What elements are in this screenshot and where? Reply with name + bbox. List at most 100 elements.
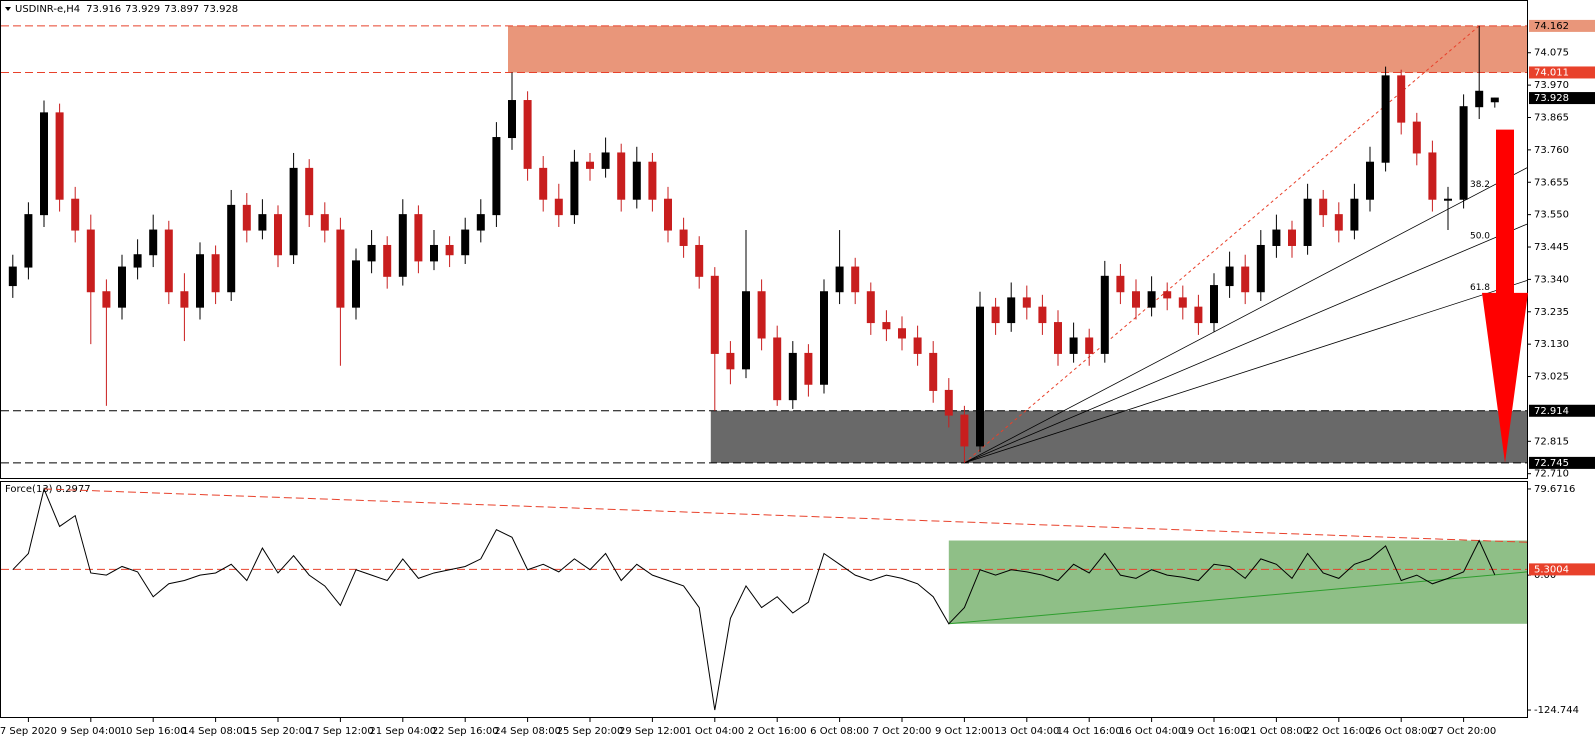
x-tick-label: 9 Oct 12:00 [935,726,994,737]
candle-body [164,229,173,293]
candle-body [1334,214,1343,231]
candle-body [539,167,548,200]
candle-body [180,291,189,308]
header-close: 73.928 [203,4,238,15]
candle-body [211,254,220,293]
indicator-zone [948,540,1527,624]
x-tick-label: 2 Oct 16:00 [748,726,807,737]
y-tick-label: 73.970 [1534,80,1569,91]
price-tag-label: 5.3004 [1534,564,1569,575]
symbol: USDINR-e,H4 [15,4,80,15]
x-tick-label: 19 Oct 16:00 [1181,726,1246,737]
price-tag [1529,456,1595,469]
price-tag [1529,404,1595,417]
fib-label: 50.0 [1470,232,1490,242]
menu-triangle[interactable] [5,7,11,11]
candle-body [1319,198,1328,216]
price-tag-label: 72.914 [1534,406,1569,417]
candle-body [664,198,672,231]
candle-body [1210,285,1218,324]
candle-body [882,322,891,330]
y-tick-label: 73.130 [1534,339,1569,350]
candle-body [742,291,750,370]
candle-body [430,244,438,262]
candle-body [1428,152,1437,200]
x-tick-label: 7 Oct 20:00 [873,726,932,737]
candle-body [274,214,282,256]
x-tick-label: 21 Oct 08:00 [1244,726,1309,737]
x-tick-label: 25 Sep 20:00 [557,726,624,737]
candle-body [632,161,641,200]
fib-fan-line [964,223,1528,464]
candle-body [1038,306,1047,324]
x-tick-label: 16 Oct 04:00 [1119,726,1184,737]
x-tick-label: 26 Oct 08:00 [1369,726,1434,737]
candle-body [196,254,204,308]
candle-body [1381,75,1390,163]
candle-body [383,244,392,277]
candle-body [898,328,906,339]
price-tag [1529,563,1595,576]
candle-body [305,167,314,216]
candle-body [1350,198,1359,231]
fib-fan-line [964,167,1528,464]
x-tick-label: 27 Oct 20:00 [1431,726,1496,737]
header-open: 73.916 [86,4,121,15]
candle-body [523,100,532,169]
resistance-trend [43,488,1528,543]
x-tick-label: 14 Oct 16:00 [1057,726,1122,737]
price-tag-label: 74.011 [1534,67,1569,78]
y-tick-label: 73.550 [1534,210,1569,221]
candle-body [1490,97,1499,103]
x-tick-label: 17 Sep 12:00 [307,726,374,737]
candle-body [851,266,860,293]
y-tick-label: 72.710 [1534,469,1569,480]
candle-body [1241,266,1250,293]
candle-body [1412,121,1421,154]
fib-label: 38.2 [1470,180,1490,190]
price-tag [1529,19,1595,32]
candle-body [336,229,345,308]
candle-body [554,198,563,216]
x-tick-label: 22 Oct 16:00 [1306,726,1371,737]
candle-body [445,244,454,256]
candle-body [804,352,813,385]
y-tick-label: 79.6716 [1534,484,1575,495]
candle-body [476,214,485,231]
candle-body [367,244,376,262]
candle-body [820,291,828,385]
candle-body [773,337,782,401]
candle-body [258,214,267,231]
x-tick-label: 6 Oct 08:00 [810,726,869,737]
candle-body [227,204,236,293]
candle-body [133,254,142,268]
fib-label: 61.8 [1470,283,1490,293]
y-tick-label: 72.815 [1534,436,1569,447]
candle-body [929,352,938,391]
candle-body [1288,229,1296,246]
candle-body [71,198,80,231]
candle-body [242,204,251,231]
price-tag-label: 72.745 [1534,458,1569,469]
candle-body [118,266,126,308]
fib-baseline [964,25,1480,464]
force-panel-frame [0,481,1528,718]
candle-body [695,244,704,277]
candle-body [913,337,922,354]
candle-body [726,352,735,370]
candle-body [1178,297,1187,308]
chart-header: USDINR-e,H4 73.916 73.929 73.897 73.928 [15,4,238,15]
candle-body [55,112,64,200]
candle-body [991,306,1000,324]
candle-body [414,214,423,262]
candle-body [492,137,501,216]
main-panel-frame [0,0,1528,479]
candle-body [86,229,95,293]
candle-body [1475,90,1484,108]
zone [710,410,1527,463]
candle-body [149,229,158,256]
candle-body [586,161,594,169]
